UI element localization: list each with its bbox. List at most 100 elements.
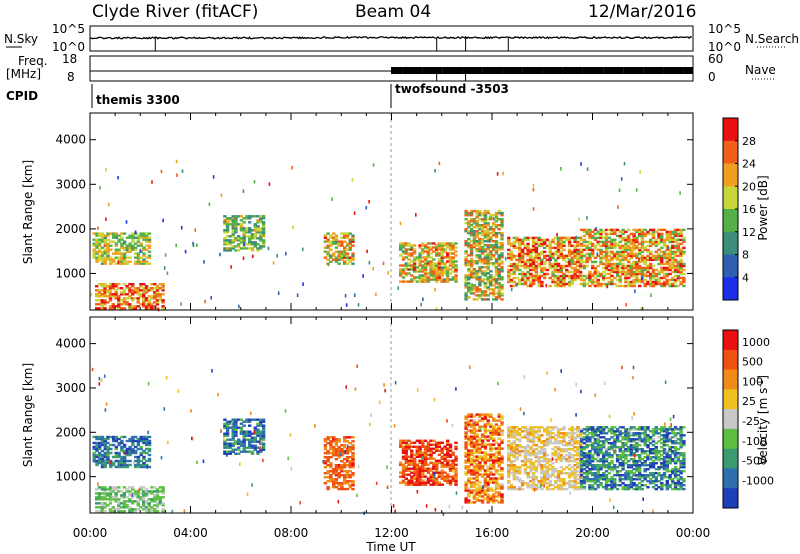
velocity-data-cell bbox=[261, 444, 266, 447]
velocity-data-cell bbox=[114, 494, 118, 497]
velocity-data-cell bbox=[512, 446, 516, 449]
power-data-cell bbox=[556, 274, 561, 278]
velocity-data-cell bbox=[259, 422, 263, 425]
power-data-cell bbox=[512, 242, 516, 246]
velocity-data-cell bbox=[464, 437, 468, 440]
velocity-data-cell bbox=[559, 456, 563, 459]
power-data-cell bbox=[559, 246, 563, 250]
power-data-cell bbox=[106, 258, 110, 261]
power-data-cell bbox=[626, 238, 631, 242]
power-data-cell bbox=[531, 262, 536, 266]
velocity-data-cell bbox=[401, 471, 406, 474]
power-data-cell bbox=[540, 270, 544, 274]
power-data-cell bbox=[673, 250, 678, 254]
power-data-cell bbox=[103, 256, 107, 259]
velocity-data-cell bbox=[147, 504, 151, 507]
power-data-cell bbox=[624, 238, 628, 242]
power-data-cell bbox=[556, 284, 561, 288]
velocity-data-cell bbox=[475, 499, 479, 502]
velocity-data-cell bbox=[515, 450, 519, 453]
velocity-data-cell bbox=[234, 442, 238, 445]
power-data-cell bbox=[615, 270, 620, 274]
velocity-data-cell bbox=[122, 496, 127, 499]
velocity-data-cell bbox=[122, 492, 127, 495]
velocity-data-cell bbox=[407, 459, 411, 462]
velocity-data-cell bbox=[239, 422, 244, 425]
velocity-data-cell bbox=[423, 451, 428, 454]
velocity-data-cell bbox=[500, 475, 504, 478]
power-data-cell bbox=[562, 278, 566, 282]
velocity-data-cell bbox=[475, 449, 479, 452]
power-data-cell bbox=[418, 252, 422, 255]
power-data-cell bbox=[526, 248, 530, 252]
velocity-data-cell bbox=[486, 473, 490, 476]
velocity-data-cell bbox=[596, 452, 600, 455]
velocity-data-cell bbox=[256, 430, 260, 433]
velocity-data-cell bbox=[556, 436, 561, 439]
velocity-data-cell bbox=[256, 432, 260, 435]
power-data-cell bbox=[582, 284, 587, 288]
power-data-cell bbox=[448, 244, 453, 247]
power-data-cell bbox=[565, 254, 569, 258]
power-data-cell bbox=[520, 258, 525, 262]
power-data-cell bbox=[410, 252, 414, 255]
velocity-data-cell bbox=[565, 472, 569, 475]
velocity-data-cell bbox=[537, 456, 541, 459]
velocity-data-cell bbox=[548, 432, 552, 435]
power-data-cell bbox=[327, 262, 330, 267]
power-data-cell bbox=[334, 258, 339, 261]
velocity-data-cell bbox=[500, 483, 504, 486]
velocity-data-cell bbox=[421, 463, 425, 466]
power-data-cell bbox=[345, 248, 350, 251]
power-data-cell bbox=[92, 242, 96, 245]
power-data-cell bbox=[532, 183, 535, 188]
power-data-cell bbox=[640, 307, 643, 311]
velocity-data-cell bbox=[469, 471, 474, 474]
velocity-data-cell bbox=[467, 461, 471, 464]
velocity-data-cell bbox=[95, 510, 99, 513]
power-data-cell bbox=[145, 248, 149, 251]
power-data-cell bbox=[448, 258, 453, 261]
power-data-cell bbox=[579, 244, 584, 248]
power-data-cell bbox=[329, 242, 333, 245]
power-data-cell bbox=[485, 248, 487, 253]
velocity-data-cell bbox=[120, 439, 124, 443]
power-data-cell bbox=[423, 274, 428, 277]
power-data-cell bbox=[500, 276, 504, 279]
velocity-data-cell bbox=[423, 449, 428, 452]
velocity-data-cell bbox=[512, 470, 516, 473]
power-data-cell bbox=[610, 258, 614, 262]
power-data-cell bbox=[372, 163, 375, 167]
cpid-entry-2: twofsound -3503 bbox=[395, 82, 509, 96]
power-data-cell bbox=[638, 266, 642, 270]
power-data-cell bbox=[679, 264, 683, 268]
velocity-data-cell bbox=[155, 506, 160, 509]
power-data-cell bbox=[585, 232, 589, 236]
power-data-cell bbox=[128, 256, 132, 259]
power-data-cell bbox=[665, 252, 669, 256]
velocity-data-cell bbox=[585, 428, 589, 431]
power-data-cell bbox=[98, 240, 102, 243]
velocity-data-cell bbox=[565, 466, 569, 469]
power-data-cell bbox=[570, 260, 574, 264]
velocity-data-cell bbox=[412, 465, 417, 468]
power-data-cell bbox=[480, 258, 485, 261]
velocity-data-cell bbox=[421, 481, 425, 484]
power-data-cell bbox=[613, 254, 617, 258]
power-data-cell bbox=[340, 254, 344, 257]
velocity-data-cell bbox=[591, 464, 595, 467]
velocity-data-cell bbox=[134, 465, 138, 469]
power-data-cell bbox=[649, 252, 653, 256]
velocity-data-cell bbox=[435, 465, 439, 468]
velocity-data-cell bbox=[494, 423, 499, 426]
velocity-data-cell bbox=[440, 451, 444, 454]
velocity-data-cell bbox=[147, 449, 152, 453]
velocity-data-cell bbox=[582, 480, 587, 483]
velocity-data-cell bbox=[565, 442, 569, 445]
velocity-data-cell bbox=[573, 450, 577, 453]
velocity-data-cell bbox=[489, 415, 493, 418]
velocity-data-cell bbox=[426, 471, 431, 474]
velocity-data-cell bbox=[543, 466, 547, 469]
velocity-data-cell bbox=[483, 427, 488, 430]
power-data-cell bbox=[242, 189, 245, 193]
